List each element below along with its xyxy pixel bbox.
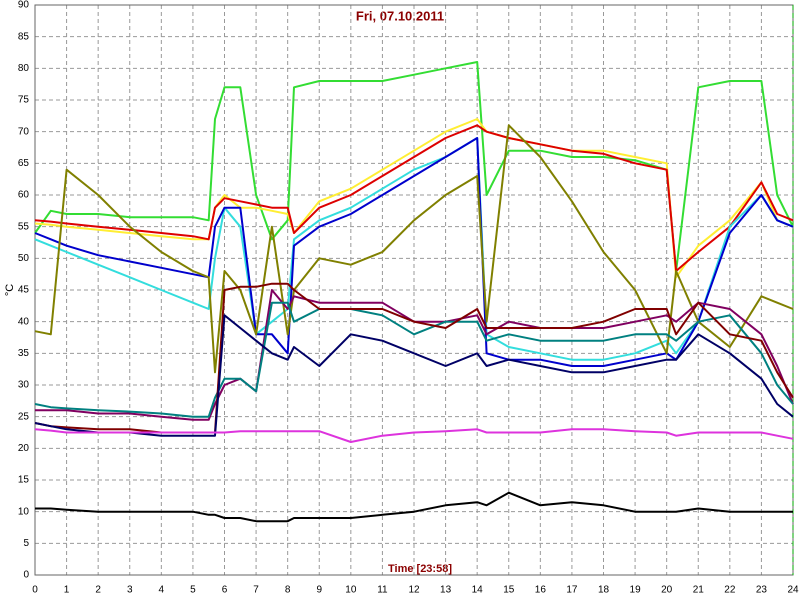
x-tick-label: 19 [630, 585, 642, 596]
y-tick-label: 60 [18, 190, 30, 201]
y-tick-label: 80 [18, 63, 30, 74]
x-tick-label: 7 [253, 585, 259, 596]
x-axis-label: Time [23:58] [388, 563, 452, 575]
x-tick-label: 5 [190, 585, 196, 596]
x-tick-label: 16 [535, 585, 547, 596]
y-tick-label: 70 [18, 126, 30, 137]
x-tick-label: 17 [566, 585, 578, 596]
series-line [34, 124, 794, 272]
x-tick-label: 4 [159, 585, 165, 596]
x-tick-label: 12 [408, 585, 420, 596]
series-line [34, 301, 794, 418]
x-tick-label: 2 [95, 585, 101, 596]
x-tick-label: 20 [661, 585, 673, 596]
y-tick-label: 90 [18, 0, 30, 11]
x-tick-label: 11 [377, 585, 388, 596]
series-line [35, 491, 793, 523]
chart-title: Fri, 07.10.2011 [356, 8, 444, 23]
series-line [34, 137, 794, 367]
y-tick-label: 20 [18, 443, 30, 454]
series-line [34, 137, 794, 361]
x-tick-label: 13 [440, 585, 452, 596]
x-tick-label: 24 [787, 585, 799, 596]
x-tick-label: 18 [598, 585, 610, 596]
y-tick-label: 55 [18, 221, 30, 232]
x-tick-label: 9 [316, 585, 322, 596]
y-tick-label: 5 [23, 538, 29, 549]
x-tick-label: 3 [127, 585, 133, 596]
series-line [35, 289, 794, 421]
x-tick-label: 15 [503, 585, 515, 596]
y-tick-label: 30 [18, 380, 30, 391]
x-tick-label: 6 [222, 585, 228, 596]
series-line [34, 124, 794, 374]
y-tick-label: 40 [18, 316, 30, 327]
y-tick-label: 50 [18, 253, 30, 264]
y-tick-label: 25 [18, 411, 30, 422]
x-tick-label: 8 [285, 585, 291, 596]
y-tick-label: 75 [18, 95, 30, 106]
series-line [34, 428, 794, 443]
x-tick-label: 21 [693, 585, 705, 596]
x-tick-label: 23 [756, 585, 768, 596]
x-tick-label: 1 [64, 585, 70, 596]
y-tick-label: 65 [18, 158, 30, 169]
y-tick-label: 15 [18, 475, 30, 486]
x-tick-label: 22 [724, 585, 736, 596]
y-tick-label: 85 [18, 31, 30, 42]
x-tick-label: 0 [32, 585, 38, 596]
series-line [34, 314, 794, 437]
y-axis-label: °C [4, 284, 16, 296]
y-tick-label: 0 [23, 570, 29, 581]
x-tick-label: 14 [472, 585, 484, 596]
x-tick-label: 10 [345, 585, 357, 596]
y-tick-label: 35 [18, 348, 30, 359]
y-tick-label: 10 [18, 506, 30, 517]
y-tick-label: 45 [18, 285, 30, 296]
